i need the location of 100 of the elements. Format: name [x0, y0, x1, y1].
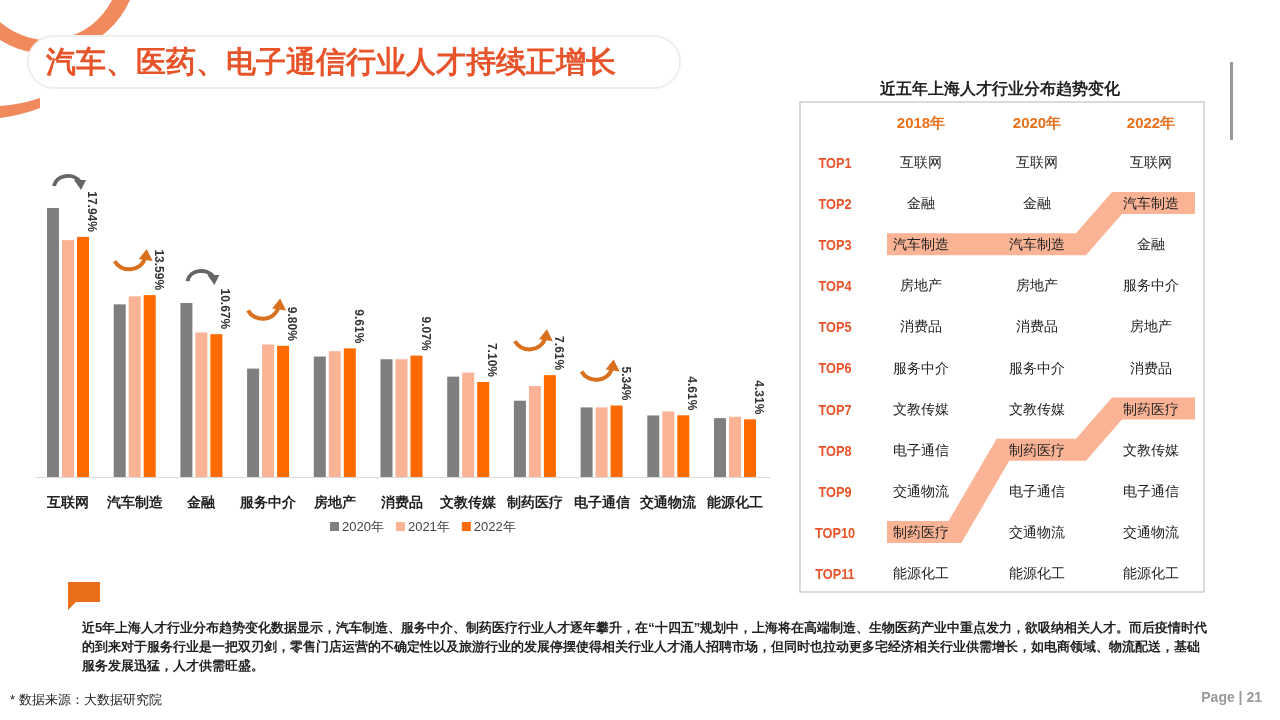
- bar: [328, 351, 341, 477]
- x-tick-label: 制药医疗: [505, 494, 563, 510]
- text: 能源化工: [1123, 565, 1179, 581]
- bar: [180, 303, 193, 477]
- text: 制药医疗: [893, 523, 949, 540]
- bar: [113, 304, 126, 477]
- text: 电子通信: [893, 441, 949, 458]
- category-label: TOP10: [814, 523, 856, 542]
- data-label: 4.31%: [752, 380, 766, 415]
- bar: [447, 376, 460, 477]
- category-label: 2018年: [896, 114, 946, 131]
- text: 互联网: [1016, 154, 1058, 170]
- bar: [543, 375, 556, 477]
- legend-label: 2022年: [473, 519, 516, 534]
- text: 汽车制造: [893, 236, 949, 253]
- category-label: TOP5: [818, 318, 852, 336]
- text: 房地产: [1130, 318, 1172, 335]
- text: 近5年上海人才行业分布趋势变化数据显示，汽车制造、服务中介、制药医疗行业人才逐年攀升，在“十四五”规划中，上海将在高端制造、生物医药产业中重点发力，欲吸纳相关人才。而后疫情时代的到来对于服务行业是一把双刃剑，零售门店运营的不确定性以及旅游行业的发展停摆使得相关行业人才涌人招聘市场，但同时也拉动更多宅经济相关行业供需增长，如电商领域、物流配送，基础服务发展迅猛，人才供需旺盛。: [82, 619, 1209, 675]
- x-tick-label: 消费品: [379, 494, 423, 510]
- bar: [62, 240, 74, 477]
- text: 文教传媒: [1009, 400, 1065, 417]
- data-label: 13.59%: [151, 249, 166, 291]
- text: 交通物流: [1123, 523, 1179, 540]
- x-tick-label: 交通物流: [639, 494, 698, 510]
- text: 服务中介: [1123, 277, 1179, 294]
- text: 电子通信: [1009, 482, 1065, 499]
- data-label: 4.61%: [685, 376, 700, 411]
- data-label: 9.07%: [418, 316, 433, 351]
- bar: [143, 295, 156, 477]
- text: 制药医疗: [1123, 400, 1179, 417]
- bar: [343, 348, 356, 477]
- x-tick-label: 金融: [186, 494, 217, 510]
- bar: [77, 236, 89, 477]
- text: 能源化工: [893, 565, 949, 581]
- bar: [677, 415, 690, 477]
- text: 能源化工: [1009, 565, 1065, 581]
- category-label: TOP1: [818, 153, 852, 172]
- data-label: 9.80%: [285, 306, 300, 342]
- bar: [714, 418, 726, 477]
- legend-label: 2020年: [342, 519, 384, 534]
- text: 服务中介: [893, 359, 949, 376]
- text: 汽车制造: [1123, 195, 1179, 212]
- bar: [647, 415, 660, 477]
- bar: [313, 356, 326, 477]
- text: 互联网: [1130, 154, 1172, 170]
- text: 文教传媒: [1123, 441, 1179, 458]
- bar: [610, 405, 623, 477]
- bar: [595, 407, 608, 477]
- x-tick-label: 汽车制造: [105, 494, 164, 510]
- text: 消费品: [900, 318, 942, 335]
- text: 交通物流: [893, 482, 949, 499]
- category-label: TOP2: [818, 195, 852, 213]
- bar: [580, 407, 593, 477]
- x-tick-label: 服务中介: [239, 494, 298, 510]
- text: 制药医疗: [1009, 441, 1065, 458]
- data-label: 10.67%: [218, 288, 233, 330]
- category-label: TOP8: [818, 441, 852, 459]
- category-label: TOP11: [815, 564, 855, 583]
- x-tick-label: 能源化工: [707, 494, 763, 510]
- bar: [462, 372, 475, 477]
- text: 房地产: [1016, 277, 1058, 294]
- text: * 数据来源：大数据研究院: [10, 692, 162, 707]
- data-label: 7.61%: [551, 336, 566, 371]
- bar: [210, 334, 223, 477]
- bar: [410, 355, 423, 477]
- text: 文教传媒: [893, 400, 949, 417]
- category-label: 2020年: [1012, 114, 1062, 131]
- bar: [247, 368, 260, 477]
- text: 服务中介: [1009, 359, 1065, 376]
- text: 金融: [907, 195, 935, 212]
- category-label: TOP3: [818, 236, 852, 254]
- text: 汽车制造: [1009, 236, 1065, 253]
- bar: [477, 381, 490, 477]
- category-label: TOP9: [818, 482, 852, 501]
- bar: [513, 400, 526, 477]
- x-tick-label: 电子通信: [573, 494, 630, 510]
- data-label: 9.61%: [351, 309, 366, 344]
- legend-label: 2021年: [407, 519, 450, 534]
- text: Page | 21: [1201, 689, 1263, 705]
- text: 交通物流: [1009, 523, 1065, 540]
- bar: [277, 345, 290, 477]
- text: 金融: [1137, 236, 1165, 253]
- bar: [395, 359, 408, 477]
- category-label: 2022年: [1126, 114, 1176, 131]
- text: 近五年上海人才行业分布趋势变化: [879, 80, 1121, 97]
- bar: [744, 419, 756, 477]
- bar: [47, 208, 59, 477]
- x-tick-label: 互联网: [46, 494, 89, 510]
- chart-title: 汽车、医药、电子通信行业人才持续正增长: [45, 45, 616, 78]
- text: 电子通信: [1123, 482, 1179, 499]
- bar: [128, 296, 141, 477]
- text: 消费品: [1130, 359, 1172, 376]
- text: 消费品: [1016, 318, 1058, 335]
- text: 房地产: [900, 277, 942, 294]
- bar: [380, 359, 393, 477]
- bar: [262, 344, 275, 477]
- x-tick-label: 文教传媒: [439, 494, 498, 510]
- bar: [662, 411, 675, 477]
- x-tick-label: 房地产: [312, 494, 356, 510]
- bar: [528, 386, 541, 477]
